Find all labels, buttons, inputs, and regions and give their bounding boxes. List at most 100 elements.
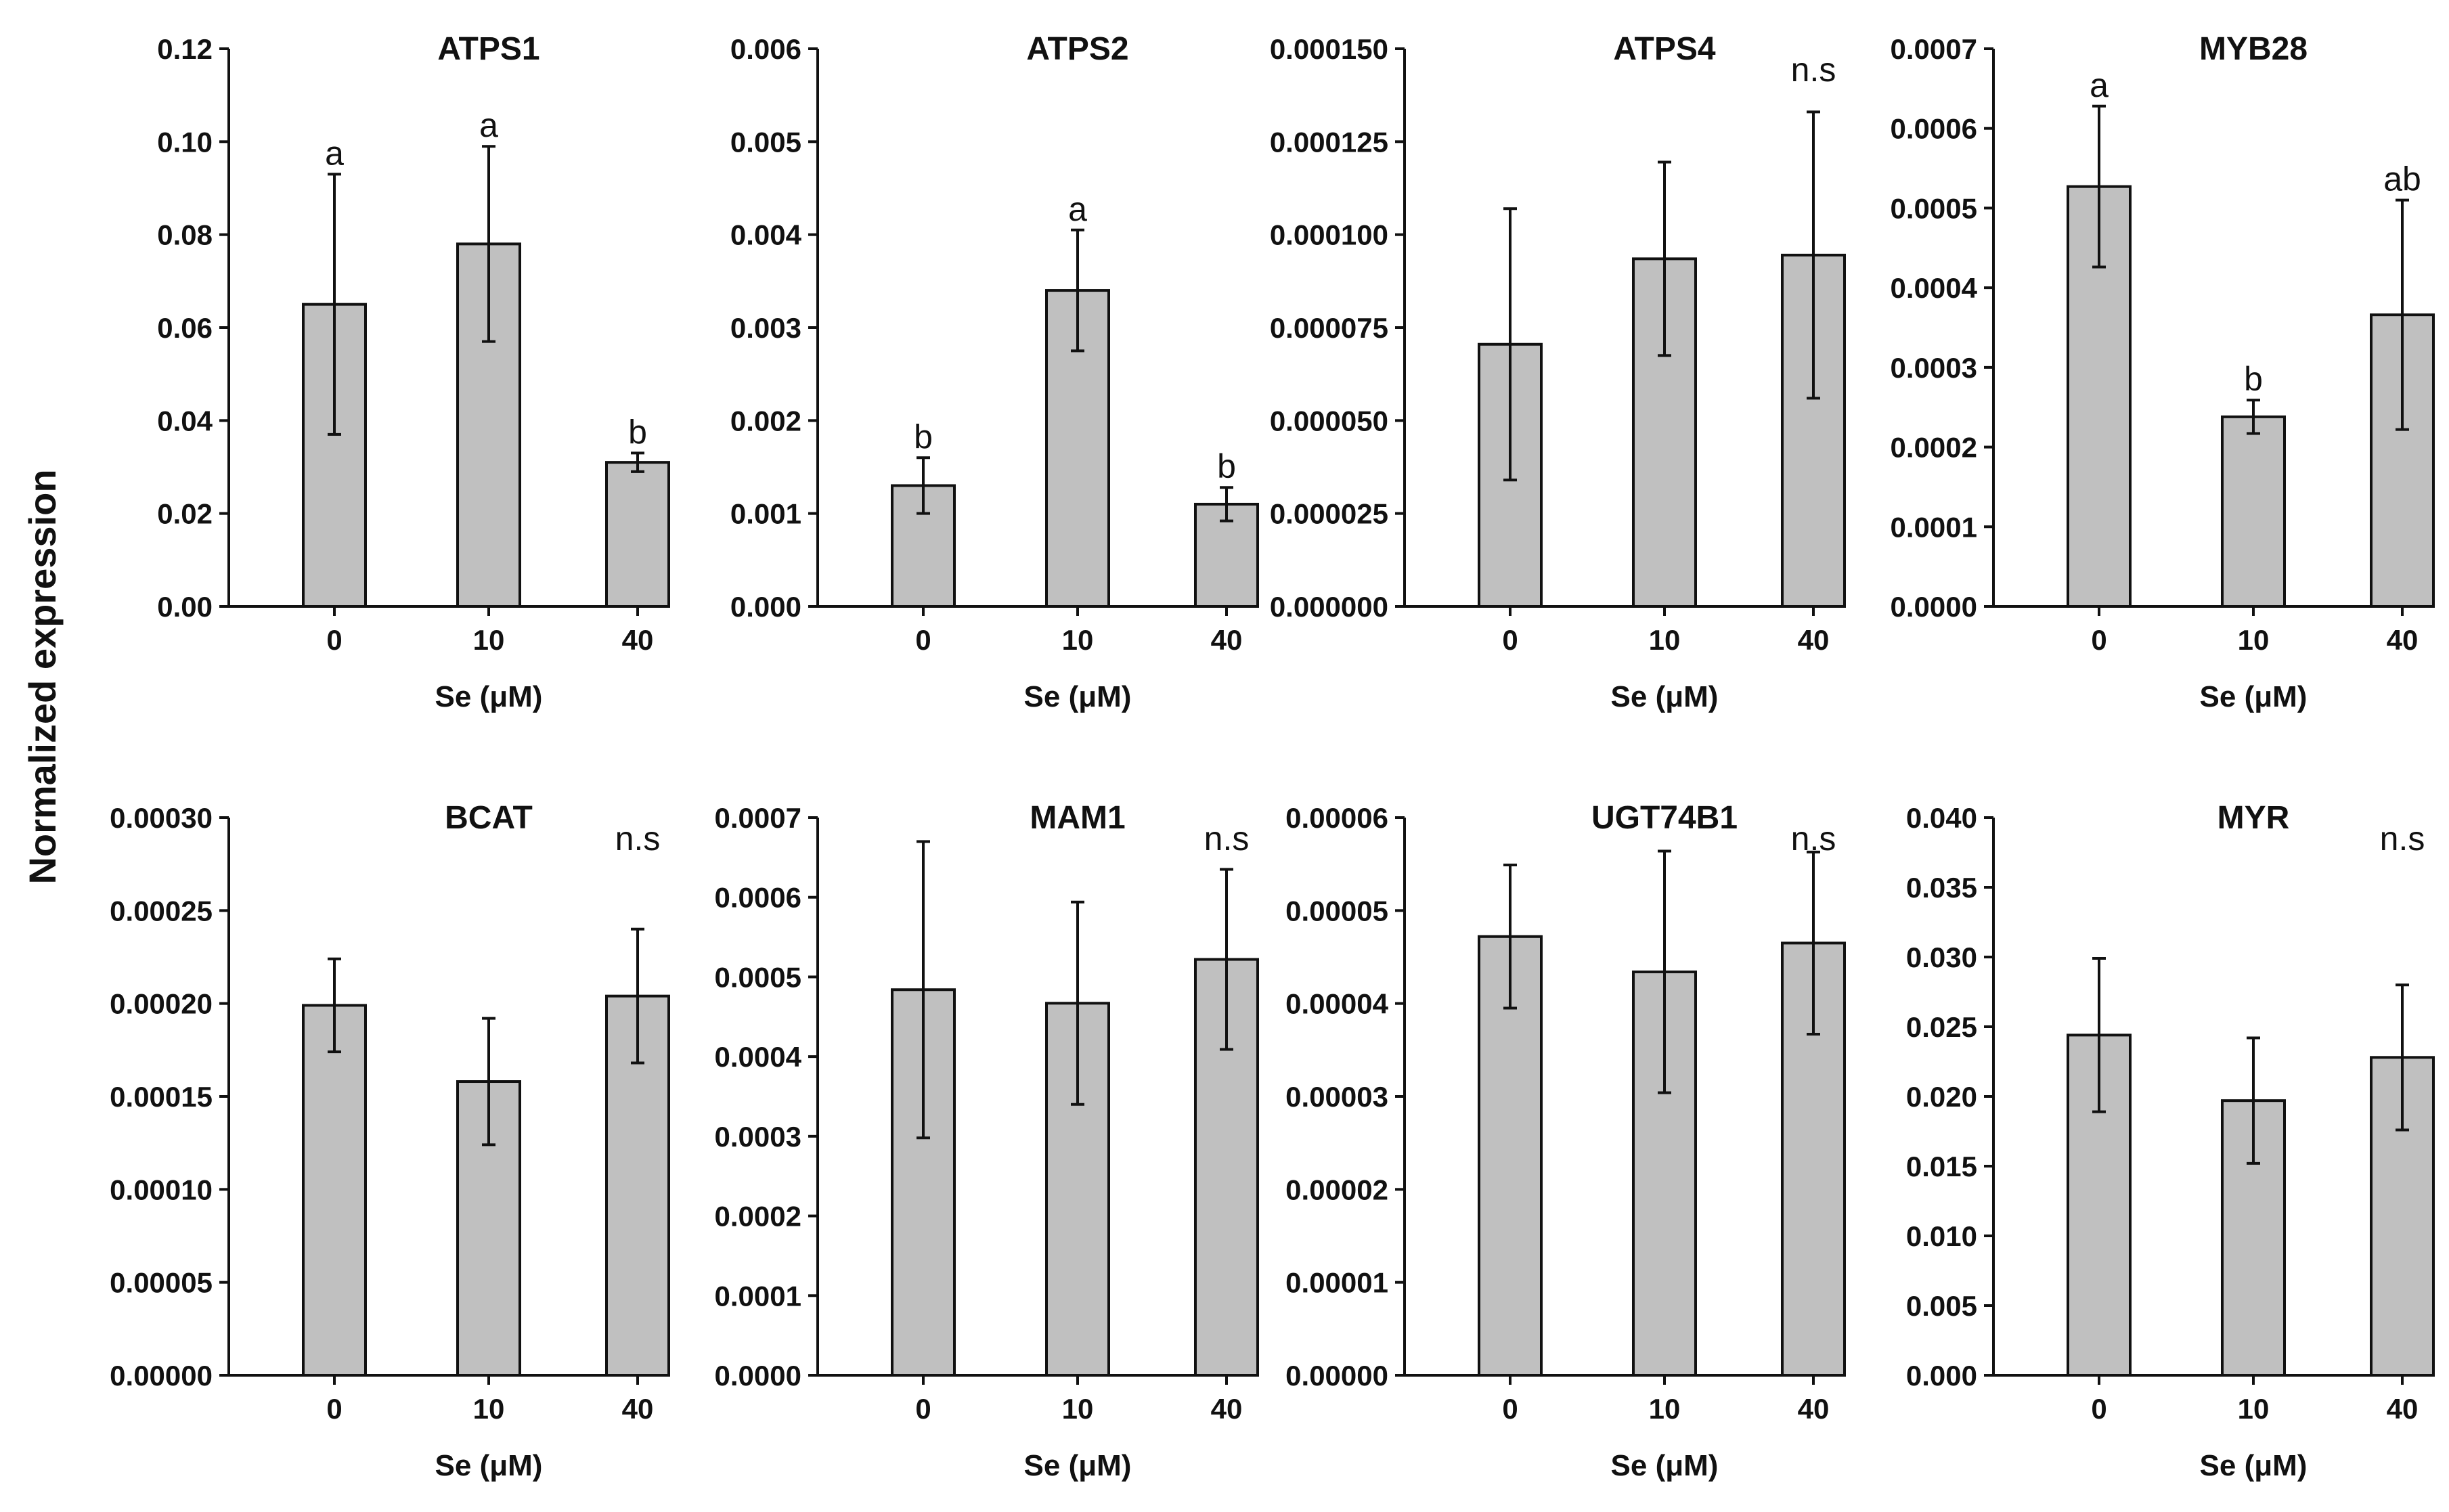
x-tick-label: 10 xyxy=(473,1393,505,1425)
significance-letter: ab xyxy=(2383,160,2421,198)
y-tick-label: 0.025 xyxy=(1906,1011,1977,1043)
y-tick-label: 0.002 xyxy=(730,405,801,437)
x-tick-label: 0 xyxy=(326,1393,342,1425)
x-tick-label: 40 xyxy=(2387,624,2419,656)
y-tick-label: 0.015 xyxy=(1906,1151,1977,1182)
x-tick-label: 10 xyxy=(1062,624,1094,656)
bar-0 xyxy=(302,1004,367,1377)
ns-label: n.s xyxy=(615,820,661,858)
y-tick-label: 0.00006 xyxy=(1285,802,1388,834)
y-tick-label: 0.00020 xyxy=(110,988,213,1020)
y-tick-label: 0.005 xyxy=(730,126,801,158)
y-tick-label: 0.040 xyxy=(1906,802,1977,834)
y-tick-label: 0.0003 xyxy=(715,1121,801,1153)
panel-atps2: 0.000 0.001 0.002 0.003 0.004 0.005 0.006 0 b 10 a… xyxy=(730,31,1259,713)
x-axis-label: Se (μM) xyxy=(2200,680,2308,713)
y-tick-label: 0.00001 xyxy=(1285,1267,1388,1299)
y-tick-label: 0.000125 xyxy=(1270,126,1388,158)
y-tick-label: 0.0007 xyxy=(1891,33,1977,65)
panel-title: MYB28 xyxy=(2199,31,2308,67)
panel-myb28: 0.0000 0.0001 0.0002 0.0003 0.0004 0.0005 0.00… xyxy=(1891,31,2435,713)
y-tick-label: 0.000050 xyxy=(1270,405,1388,437)
y-tick-label: 0.003 xyxy=(730,312,801,344)
x-tick-label: 0 xyxy=(1502,1393,1518,1425)
x-tick-label: 40 xyxy=(622,1393,654,1425)
panel-title: ATPS2 xyxy=(1026,31,1128,67)
y-tick-label: 0.006 xyxy=(730,33,801,65)
x-tick-label: 10 xyxy=(1649,1393,1681,1425)
panel-title: ATPS4 xyxy=(1613,31,1715,67)
significance-letter: a xyxy=(325,134,344,172)
y-tick-label: 0.005 xyxy=(1906,1290,1977,1322)
panel-title: BCAT xyxy=(445,800,533,836)
y-tick-label: 0.0003 xyxy=(1891,352,1977,384)
y-tick-label: 0.035 xyxy=(1906,872,1977,904)
x-axis-label: Se (μM) xyxy=(2200,1449,2308,1482)
x-axis-label: Se (μM) xyxy=(1024,680,1132,713)
y-tick-label: 0.00000 xyxy=(110,1360,213,1392)
y-tick-label: 0.000 xyxy=(1906,1360,1977,1392)
y-tick-label: 0.00000 xyxy=(1285,1360,1388,1392)
x-tick-label: 40 xyxy=(2387,1393,2419,1425)
significance-letter: b xyxy=(914,418,933,455)
x-tick-label: 40 xyxy=(1211,624,1243,656)
y-tick-label: 0.00003 xyxy=(1285,1081,1388,1113)
x-tick-label: 10 xyxy=(473,624,505,656)
y-tick-label: 0.00004 xyxy=(1285,988,1388,1020)
panels: 0.00 0.02 0.04 0.06 0.08 0.10 0.12 0 a 10 a 40 b ATPS… xyxy=(110,31,2435,1482)
y-tick-label: 0.000150 xyxy=(1270,33,1388,65)
panel-title: MYR xyxy=(2218,800,2290,836)
panel-bcat: 0.00000 0.00005 0.00010 0.00015 0.00020 0.000… xyxy=(110,800,670,1482)
y-axis-label: Normalized expression xyxy=(21,469,64,884)
x-tick-label: 10 xyxy=(1649,624,1681,656)
y-tick-label: 0.0006 xyxy=(1891,113,1977,145)
x-tick-label: 0 xyxy=(1502,624,1518,656)
panel-atps1: 0.00 0.02 0.04 0.06 0.08 0.10 0.12 0 a 10 a 40 b ATPS… xyxy=(157,31,670,713)
y-tick-label: 0.0006 xyxy=(715,882,801,914)
y-tick-label: 0.0000 xyxy=(715,1360,801,1392)
ns-label: n.s xyxy=(1204,820,1250,858)
y-tick-label: 0.0007 xyxy=(715,802,801,834)
panel-atps4: 0.000000 0.000025 0.000050 0.000075 0.000100… xyxy=(1270,31,1846,713)
y-tick-label: 0.030 xyxy=(1906,941,1977,973)
y-tick-label: 0.00 xyxy=(157,591,213,623)
y-tick-label: 0.020 xyxy=(1906,1081,1977,1113)
panel-ugt74b1: 0.00000 0.00001 0.00002 0.00003 0.00004 0.000… xyxy=(1285,800,1846,1482)
significance-letter: b xyxy=(1217,447,1236,485)
bar-0 xyxy=(1478,935,1543,1377)
y-tick-label: 0.0001 xyxy=(715,1280,801,1312)
panel-title: ATPS1 xyxy=(437,31,539,67)
x-tick-label: 40 xyxy=(1211,1393,1243,1425)
x-tick-label: 0 xyxy=(915,624,931,656)
y-tick-label: 0.00005 xyxy=(1285,895,1388,927)
x-tick-label: 0 xyxy=(2091,624,2106,656)
y-tick-label: 0.06 xyxy=(157,312,213,344)
y-tick-label: 0.0005 xyxy=(1891,192,1977,224)
y-tick-label: 0.00010 xyxy=(110,1174,213,1205)
x-axis-label: Se (μM) xyxy=(435,1449,543,1482)
y-tick-label: 0.0004 xyxy=(715,1041,802,1073)
x-axis-label: Se (μM) xyxy=(1611,680,1719,713)
x-tick-label: 0 xyxy=(915,1393,931,1425)
y-tick-label: 0.010 xyxy=(1906,1220,1977,1252)
x-tick-label: 40 xyxy=(1798,1393,1830,1425)
x-tick-label: 10 xyxy=(1062,1393,1094,1425)
x-tick-label: 40 xyxy=(622,624,654,656)
ns-label: n.s xyxy=(1791,820,1836,858)
x-axis-label: Se (μM) xyxy=(1611,1449,1719,1482)
significance-letter: b xyxy=(628,413,647,451)
y-tick-label: 0.000000 xyxy=(1270,591,1388,623)
y-tick-label: 0.00025 xyxy=(110,895,213,927)
y-tick-label: 0.0002 xyxy=(1891,432,1977,464)
x-axis-label: Se (μM) xyxy=(1024,1449,1132,1482)
bar-10 xyxy=(2221,415,2286,608)
y-tick-label: 0.000025 xyxy=(1270,498,1388,530)
x-axis-label: Se (μM) xyxy=(435,680,543,713)
y-tick-label: 0.004 xyxy=(730,219,802,251)
panel-myr: 0.000 0.005 0.010 0.015 0.020 0.025 0.030 0.035… xyxy=(1906,800,2435,1482)
x-tick-label: 0 xyxy=(2091,1393,2106,1425)
y-tick-label: 0.0005 xyxy=(715,961,801,993)
y-tick-label: 0.08 xyxy=(157,219,213,251)
x-tick-label: 40 xyxy=(1798,624,1830,656)
